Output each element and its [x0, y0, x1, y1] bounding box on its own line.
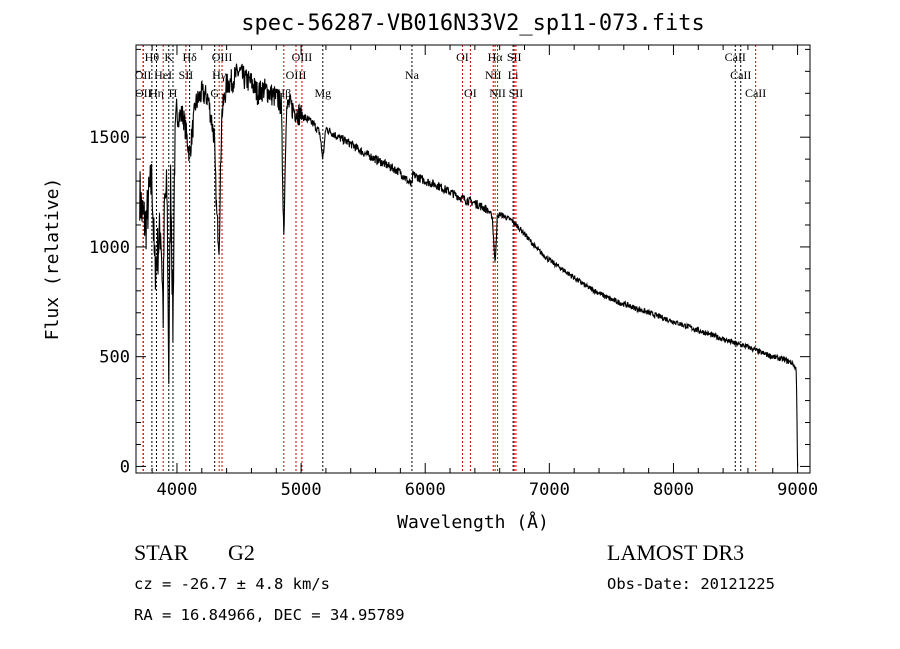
line-label: H [169, 86, 178, 100]
obs-date-text: Obs-Date: 20121225 [607, 575, 775, 593]
line-label: OIII [292, 50, 313, 64]
line-label: OIII [212, 50, 233, 64]
coords-text: RA = 16.84966, DEC = 34.95789 [134, 606, 405, 624]
y-tick-label: 0 [120, 457, 130, 477]
y-axis-label: Flux (relative) [42, 178, 63, 341]
chart-title: spec-56287-VB016N33V2_sp11-073.fits [241, 11, 705, 36]
survey-label: LAMOST DR3 [607, 540, 744, 565]
x-tick-label: 8000 [653, 480, 694, 500]
line-label: G [210, 86, 219, 100]
line-label: OI [464, 86, 477, 100]
line-label: NII [485, 68, 502, 82]
line-label: SII [507, 50, 522, 64]
line-label: K [164, 50, 173, 64]
line-label: CaII [725, 50, 746, 64]
y-tick-label: 1500 [89, 128, 130, 148]
line-label: Mg [314, 86, 331, 100]
axis-ticks: 4000 5000 6000 7000 8000 9000 0 500 1000 1500 [89, 45, 818, 500]
line-label: OI [456, 50, 469, 64]
object-class: STAR [134, 540, 189, 565]
line-label: Na [405, 68, 420, 82]
x-tick-label: 7000 [529, 480, 570, 500]
x-axis-label: Wavelength (Å) [397, 511, 549, 533]
spectrum-line [139, 63, 799, 467]
line-label: Hη [149, 86, 164, 100]
line-label: Hγ [212, 68, 227, 82]
y-tick-label: 500 [99, 348, 130, 368]
line-label: Li [508, 68, 519, 82]
line-label: CaII [730, 68, 751, 82]
line-label: HeI [154, 68, 172, 82]
x-tick-label: 5000 [281, 480, 322, 500]
redshift-text: cz = -26.7 ± 4.8 km/s [134, 575, 330, 593]
line-label: OIII [286, 68, 307, 82]
y-tick-label: 1000 [89, 238, 130, 258]
x-tick-label: 6000 [405, 480, 446, 500]
line-label: Hα [488, 50, 504, 64]
line-label: NII [489, 86, 506, 100]
x-tick-label: 4000 [156, 480, 197, 500]
plot-frame [135, 44, 811, 474]
spectral-lines: OIIOIIHθHηHeIKHSIIHδGHγOIIIHβOIIIOIIIMgN… [135, 45, 766, 473]
line-label: CaII [745, 86, 766, 100]
line-label: Hδ [182, 50, 197, 64]
line-label: OII [135, 86, 152, 100]
line-label: SII [509, 86, 524, 100]
line-label: SII [179, 68, 194, 82]
line-label: Hθ [145, 50, 160, 64]
x-tick-label: 9000 [777, 480, 818, 500]
object-subclass: G2 [228, 540, 255, 565]
